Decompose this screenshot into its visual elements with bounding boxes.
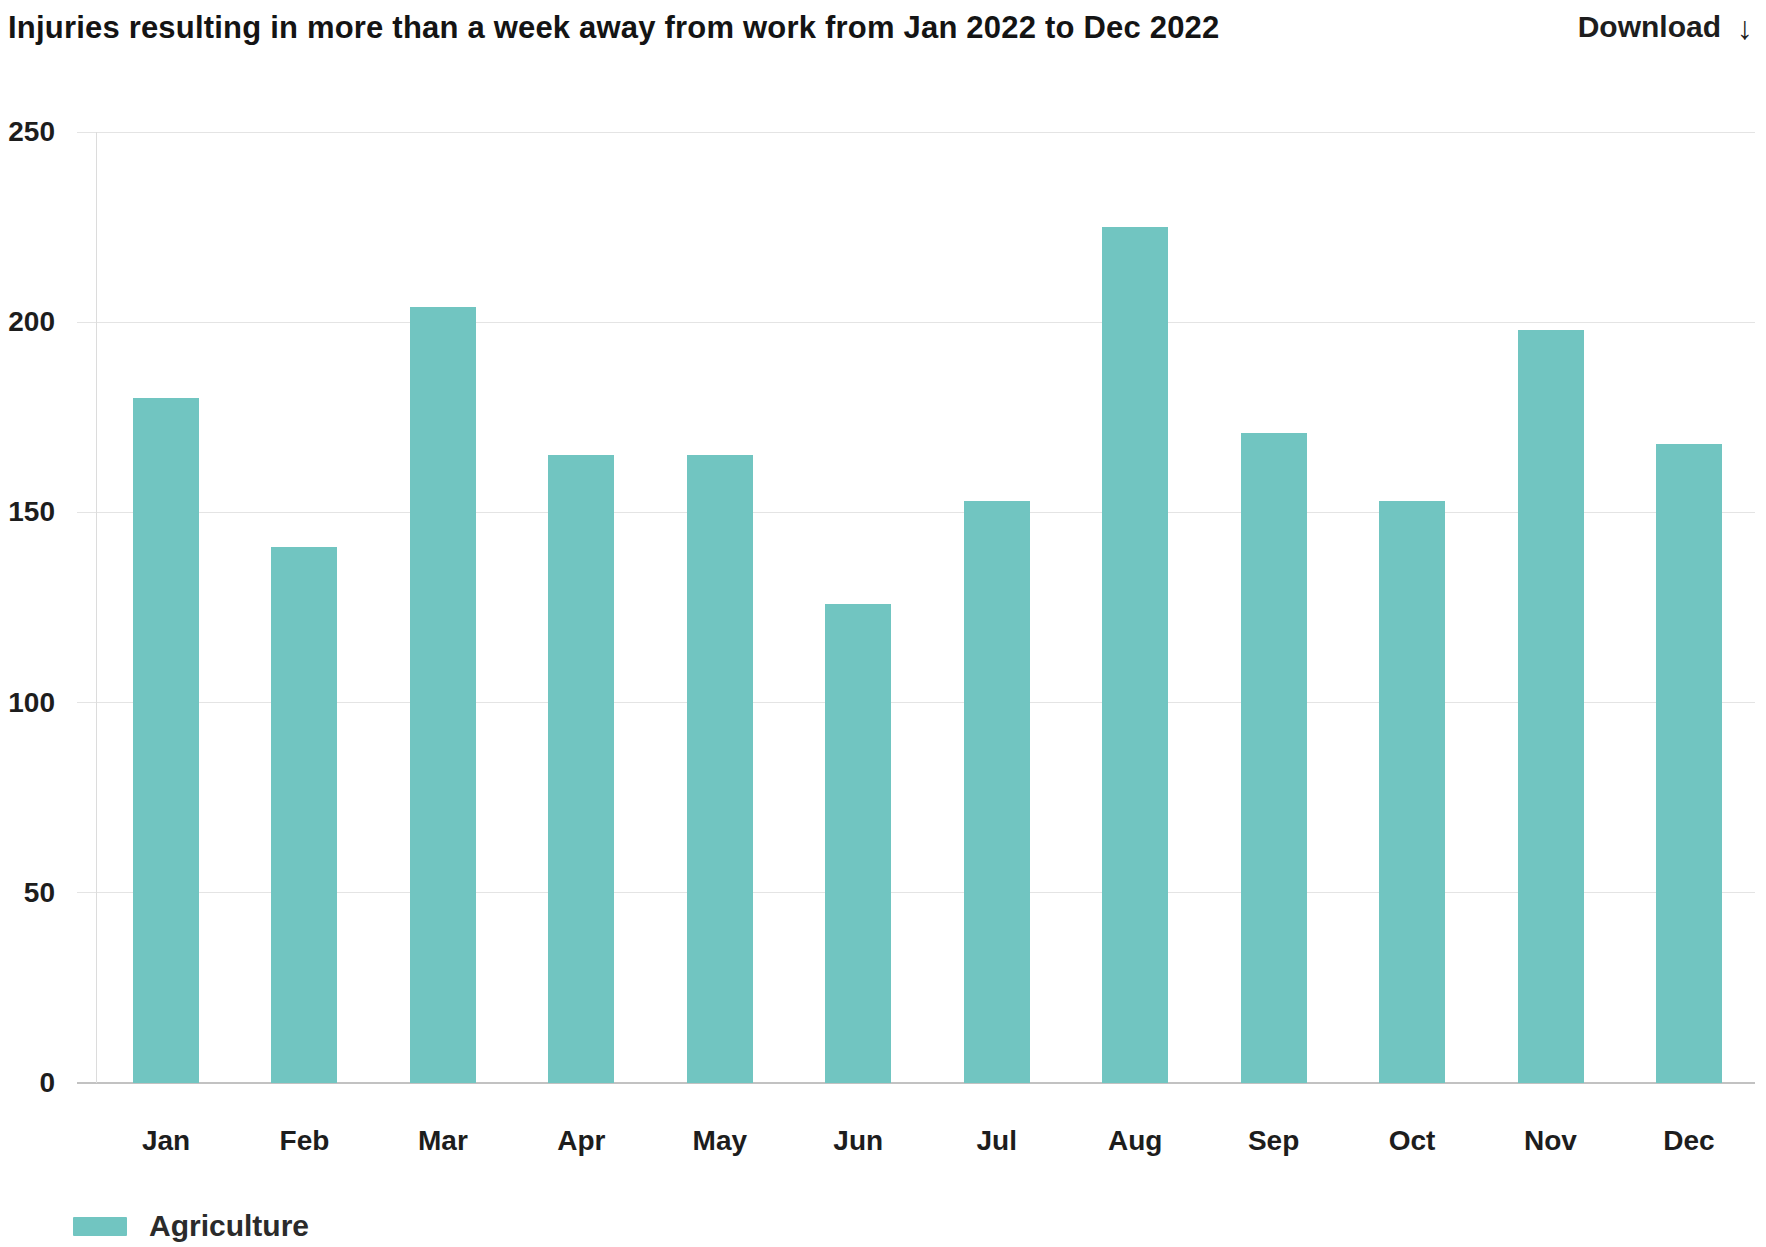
x-axis-label-nov: Nov — [1481, 1124, 1621, 1158]
chart-page: Injuries resulting in more than a week a… — [0, 0, 1766, 1247]
legend-label-agriculture: Agriculture — [149, 1209, 309, 1243]
x-axis-label-aug: Aug — [1065, 1124, 1205, 1158]
chart-legend: Agriculture — [73, 1206, 309, 1246]
y-axis-line — [96, 132, 97, 1083]
bar-oct[interactable] — [1379, 501, 1445, 1083]
x-axis-label-jun: Jun — [788, 1124, 928, 1158]
bar-apr[interactable] — [548, 455, 614, 1083]
bar-jan[interactable] — [133, 398, 199, 1083]
y-axis-tick-label-250: 250 — [0, 115, 55, 149]
x-axis-label-mar: Mar — [373, 1124, 513, 1158]
legend-item-agriculture[interactable]: Agriculture — [73, 1209, 309, 1243]
x-axis-label-sep: Sep — [1204, 1124, 1344, 1158]
bar-jul[interactable] — [964, 501, 1030, 1083]
gridline-250 — [77, 132, 1755, 133]
x-axis-label-jan: Jan — [96, 1124, 236, 1158]
x-axis-label-dec: Dec — [1619, 1124, 1759, 1158]
x-axis-label-jul: Jul — [927, 1124, 1067, 1158]
x-axis-label-oct: Oct — [1342, 1124, 1482, 1158]
bar-mar[interactable] — [410, 307, 476, 1083]
y-axis-tick-label-0: 0 — [0, 1066, 55, 1100]
y-axis-tick-label-50: 50 — [0, 876, 55, 910]
legend-swatch-agriculture — [73, 1217, 127, 1236]
gridline-200 — [77, 322, 1755, 323]
bar-may[interactable] — [687, 455, 753, 1083]
bar-chart-plot-area: 0 50 100 150 200 250 JanFebMarAprMayJunJulAugS… — [0, 0, 1766, 1200]
y-axis-tick-label-150: 150 — [0, 495, 55, 529]
gridline-150 — [77, 512, 1755, 513]
bar-jun[interactable] — [825, 604, 891, 1083]
bar-sep[interactable] — [1241, 433, 1307, 1083]
x-axis-label-apr: Apr — [511, 1124, 651, 1158]
x-axis-label-feb: Feb — [234, 1124, 374, 1158]
y-axis-tick-label-200: 200 — [0, 305, 55, 339]
bar-aug[interactable] — [1102, 227, 1168, 1083]
y-axis-tick-label-100: 100 — [0, 686, 55, 720]
bar-feb[interactable] — [271, 547, 337, 1083]
bar-dec[interactable] — [1656, 444, 1722, 1083]
x-axis-label-may: May — [650, 1124, 790, 1158]
bar-nov[interactable] — [1518, 330, 1584, 1083]
